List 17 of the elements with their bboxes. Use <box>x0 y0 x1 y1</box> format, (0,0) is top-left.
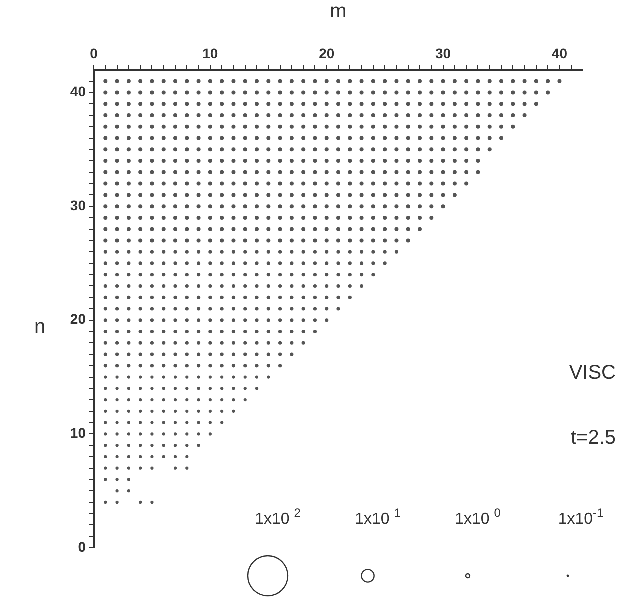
annotation: t=2.5 <box>570 427 616 449</box>
x-tick-label: 20 <box>319 45 335 62</box>
x-tick-label: 0 <box>90 45 98 62</box>
legend-label: 1x10 0 <box>455 506 502 528</box>
y-tick-label: 30 <box>70 197 86 214</box>
y-tick-label: 20 <box>70 311 86 328</box>
y-axis-title: n <box>34 316 46 338</box>
x-axis-title: m <box>330 0 347 23</box>
x-tick-label: 10 <box>202 45 218 62</box>
y-tick-label: 40 <box>70 84 86 100</box>
x-tick-label: 30 <box>435 45 452 62</box>
legend-label: 1x10 1 <box>355 506 402 528</box>
legend-label: 1x10 2 <box>255 506 302 528</box>
y-tick-label: 0 <box>78 538 86 555</box>
annotation: VISC <box>569 362 616 384</box>
x-tick-label: 40 <box>552 45 568 62</box>
y-tick-label: 10 <box>70 425 86 442</box>
